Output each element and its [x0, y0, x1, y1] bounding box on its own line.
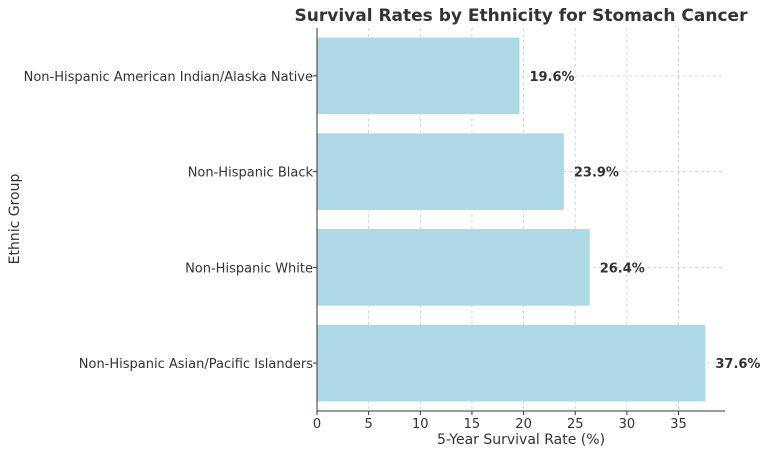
- x-tick-label: 25: [567, 417, 584, 432]
- x-tick-label: 30: [619, 417, 636, 432]
- category-label: Non-Hispanic Black: [188, 166, 314, 181]
- x-tick-label: 20: [515, 417, 532, 432]
- x-tick-label: 0: [313, 417, 321, 432]
- category-labels: Non-Hispanic Asian/Pacific Islanders Non-…: [24, 70, 317, 372]
- x-axis-label: 5-Year Survival Rate (%): [437, 432, 605, 448]
- category-label: Non-Hispanic American Indian/Alaska Nati…: [24, 70, 313, 85]
- x-tick-label: 5: [365, 417, 373, 432]
- bar: [317, 133, 564, 210]
- bar: [317, 229, 590, 306]
- bars: 37.6% 26.4% 23.9% 19.6%: [317, 37, 760, 402]
- data-label: 23.9%: [574, 166, 619, 181]
- x-tick-label: 15: [464, 417, 481, 432]
- bar: [317, 324, 706, 402]
- bar: [317, 37, 520, 115]
- data-label: 37.6%: [715, 357, 760, 372]
- category-label: Non-Hispanic Asian/Pacific Islanders: [79, 357, 313, 372]
- x-tick-label: 10: [412, 417, 429, 432]
- chart-title: Survival Rates by Ethnicity for Stomach …: [295, 6, 749, 26]
- data-label: 19.6%: [529, 70, 574, 85]
- x-ticks: 0 5 10 15 20 25 30 35: [313, 411, 687, 432]
- y-axis-label: Ethnic Group: [7, 174, 23, 265]
- category-label: Non-Hispanic White: [185, 261, 313, 276]
- data-label: 26.4%: [600, 261, 645, 276]
- x-tick-label: 35: [670, 417, 687, 432]
